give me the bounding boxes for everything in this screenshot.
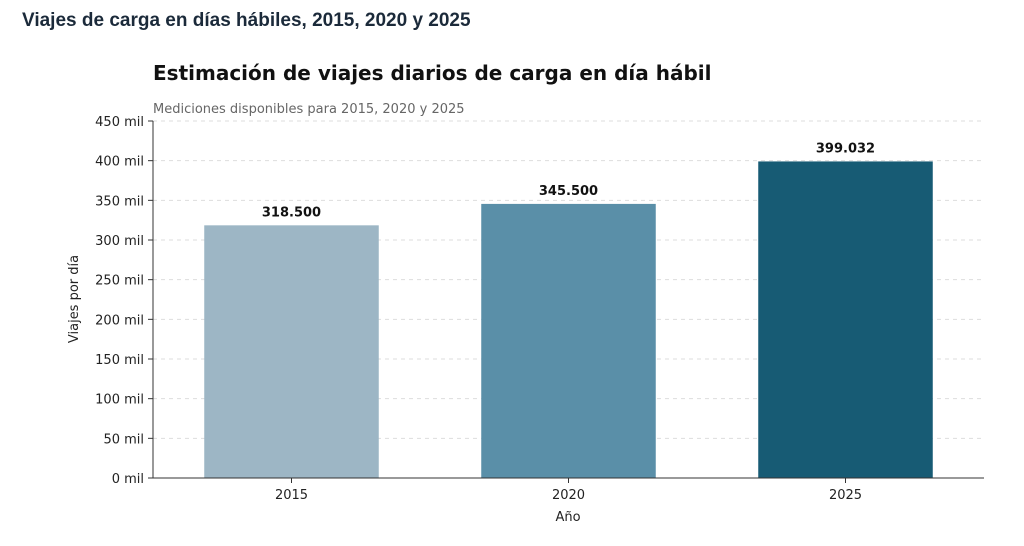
y-tick-label: 100 mil: [95, 393, 144, 408]
y-axis-label: Viajes por día: [67, 255, 82, 343]
y-tick-label: 450 mil: [95, 115, 144, 130]
bar-2015: [204, 225, 379, 478]
bar-value-label: 399.032: [816, 141, 875, 156]
x-tick-label: 2020: [552, 488, 585, 503]
chart-title: Estimación de viajes diarios de carga en…: [153, 61, 711, 85]
y-tick-label: 150 mil: [95, 353, 144, 368]
x-tick-label: 2015: [275, 488, 308, 503]
bars: 318.500 345.500 399.032: [204, 141, 933, 479]
bar-2020: [481, 203, 656, 479]
y-tick-label: 50 mil: [103, 432, 144, 447]
x-axis-ticks: 2015 2020 2025: [275, 478, 862, 503]
y-axis-ticks: 0 mil 50 mil 100 mil 150 mil 200 mil 250 mil 3…: [95, 115, 153, 487]
chart-subtitle: Mediciones disponibles para 2015, 2020 y…: [153, 102, 465, 117]
y-tick-label: 0 mil: [112, 472, 144, 487]
page-heading: Viajes de carga en días hábiles, 2015, 2…: [22, 10, 471, 31]
x-axis-label: Año: [555, 510, 580, 525]
bar-value-label: 345.500: [539, 184, 598, 199]
y-tick-label: 350 mil: [95, 194, 144, 209]
y-tick-label: 250 mil: [95, 274, 144, 289]
y-tick-label: 300 mil: [95, 234, 144, 249]
y-tick-label: 400 mil: [95, 155, 144, 170]
bar-value-label: 318.500: [262, 205, 321, 220]
y-tick-label: 200 mil: [95, 313, 144, 328]
bar-2025: [758, 161, 933, 478]
x-tick-label: 2025: [829, 488, 862, 503]
